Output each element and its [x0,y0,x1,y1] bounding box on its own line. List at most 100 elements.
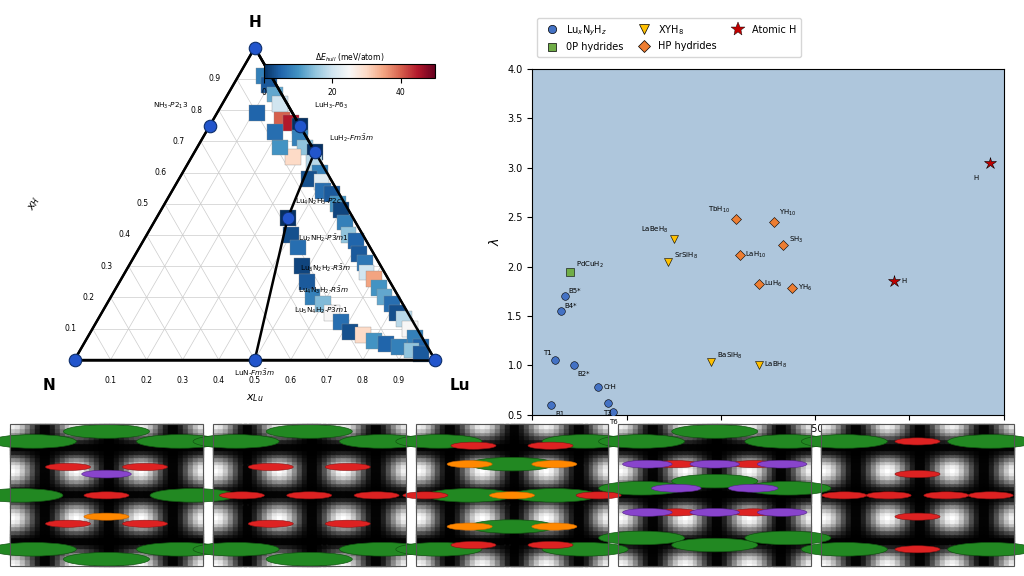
Bar [213,428,218,431]
Bar [84,541,89,544]
Bar [792,533,796,537]
Bar [332,428,336,431]
Bar [945,468,949,472]
Bar [994,530,998,533]
Circle shape [731,509,776,516]
Bar [50,559,54,563]
Bar [648,428,653,431]
Bar [253,468,257,472]
Bar [935,439,940,442]
Bar [267,472,272,475]
Bar [213,483,218,486]
Bar [856,541,860,544]
Bar [584,450,589,453]
Bar [15,425,20,428]
Bar [109,432,114,435]
Bar [391,483,395,486]
Bar [445,428,451,431]
Bar [979,530,984,533]
Bar [134,563,138,566]
Bar [376,490,381,494]
Bar [218,541,223,544]
Bar [792,497,796,501]
Bar [248,519,252,522]
Bar [1004,457,1009,461]
Bar [10,559,15,563]
Bar [746,512,752,516]
Bar [984,450,989,453]
Bar [154,439,158,442]
Bar [1004,475,1009,479]
Bar [337,501,341,505]
Bar [386,468,390,472]
Bar [40,541,45,544]
Bar [579,490,584,494]
Bar [746,523,752,526]
Bar [440,519,445,522]
Bar [708,559,712,563]
Bar [767,425,771,428]
Bar [697,548,702,552]
Bar [559,468,563,472]
Bar [297,454,302,457]
Bar [391,468,395,472]
Bar [594,428,598,431]
Bar [594,505,598,508]
Bar [35,544,40,548]
Bar [292,457,297,461]
Bar [391,457,395,461]
Bar [846,541,851,544]
Bar [262,446,267,450]
Bar [752,428,757,431]
Bar [683,450,687,453]
Bar [544,479,549,483]
Bar [851,541,856,544]
Bar [851,563,856,566]
Bar [648,439,653,442]
Bar [861,457,865,461]
Bar [292,454,297,457]
Bar [643,432,648,435]
Bar [821,435,826,439]
Bar [529,519,535,522]
Bar [945,530,949,533]
Bar [15,533,20,537]
Bar [594,523,598,526]
Bar [648,544,653,548]
Bar [445,533,451,537]
Bar [134,494,138,497]
Bar [732,472,737,475]
Bar [54,479,59,483]
Bar [648,479,653,483]
Bar [742,497,746,501]
Bar [999,457,1004,461]
Bar [579,457,584,461]
Bar [218,446,223,450]
Bar [683,486,687,490]
Bar [886,443,890,446]
Bar [999,548,1004,552]
Bar [767,472,771,475]
Bar [524,552,529,555]
Bar [554,454,559,457]
Bar [900,446,905,450]
Bar [307,457,311,461]
Bar [292,508,297,511]
Bar [480,428,484,431]
Bar [568,428,573,431]
Bar [292,544,297,548]
Bar [648,464,653,468]
Bar [426,548,430,552]
Bar [505,464,509,468]
Bar [84,428,89,431]
Bar [159,432,163,435]
Bar [678,450,683,453]
Text: 0.8: 0.8 [190,105,203,115]
Bar [692,505,697,508]
Bar [589,541,593,544]
Bar [475,435,480,439]
Bar [949,541,954,544]
Bar [727,475,732,479]
Bar [757,552,762,555]
Bar [54,526,59,530]
